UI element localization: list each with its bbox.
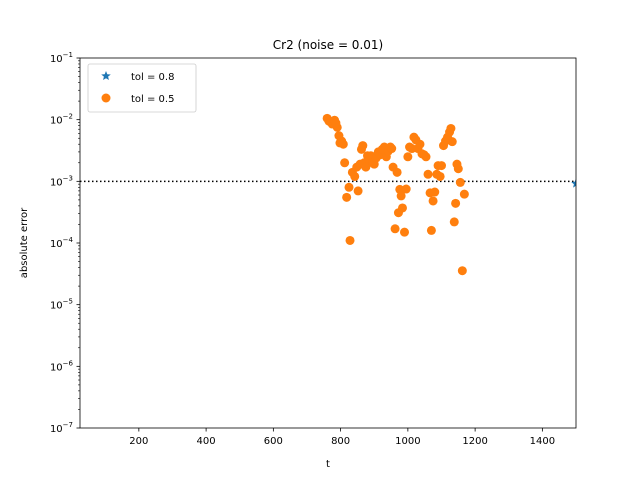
y-tick-label-6: 10−1 [50, 51, 73, 65]
series-1-point-72 [449, 217, 459, 227]
series-1-point-16 [350, 171, 360, 181]
series-0-point-0 [571, 178, 576, 188]
y-tick-label-3: 10−4 [50, 236, 74, 250]
y-tick-label-4: 10−3 [50, 174, 73, 188]
legend: tol = 0.8 tol = 0.5 [87, 63, 197, 113]
series-1-point-40 [392, 167, 402, 177]
series-1-point-59 [426, 225, 436, 235]
series-1-point-47 [403, 152, 413, 162]
x-tick-label-6: 1400 [530, 436, 555, 447]
series-1-point-23 [361, 162, 371, 172]
y-tick-label-1: 10−6 [50, 359, 74, 373]
x-axis-label: t [326, 459, 330, 470]
series-1-point-14 [345, 235, 355, 245]
series-1-point-56 [421, 152, 431, 162]
series-1-point-46 [401, 184, 411, 194]
series-1-point-10 [338, 139, 348, 149]
x-tick-label-1: 400 [197, 436, 216, 447]
series-1-point-78 [459, 189, 469, 199]
x-tick-label-4: 1000 [395, 436, 420, 447]
series-1-point-73 [451, 198, 461, 208]
series-1-point-76 [455, 177, 465, 187]
legend-label-1: tol = 0.5 [131, 94, 174, 105]
series-1-point-61 [430, 187, 440, 197]
series-1-point-18 [353, 186, 363, 196]
series-1-point-65 [436, 161, 446, 171]
y-axis-label: absolute error [19, 207, 30, 278]
series-1-point-45 [400, 227, 410, 237]
series-1-point-37 [387, 144, 397, 154]
legend-marker-0 [101, 71, 111, 81]
legend-box [87, 63, 197, 113]
series-1-point-57 [423, 169, 433, 179]
series-1-point-60 [428, 196, 438, 206]
series-1-point-71 [447, 137, 457, 147]
series-1-point-53 [415, 139, 425, 149]
x-tick-label-0: 200 [129, 436, 148, 447]
y-axis-ticks: 10−7 10−6 10−5 10−4 10−3 10−2 10−1 [50, 51, 80, 435]
x-tick-label-5: 1200 [462, 436, 487, 447]
series-1-point-13 [344, 182, 354, 192]
series-1-point-6 [332, 122, 342, 132]
x-axis-ticks: 200 400 600 800 1000 1200 1400 [129, 428, 555, 447]
chart-title: Cr2 (noise = 0.01) [273, 38, 383, 52]
series-1-point-11 [340, 158, 350, 168]
series-1-point-43 [396, 191, 406, 201]
data-points-layer [322, 113, 576, 276]
legend-marker-1 [101, 93, 111, 103]
series-1-point-70 [446, 123, 456, 133]
x-tick-label-3: 800 [331, 436, 350, 447]
y-tick-label-5: 10−2 [50, 113, 73, 127]
series-1-point-39 [390, 224, 400, 234]
series-1-point-77 [457, 266, 467, 276]
y-tick-label-2: 10−5 [50, 298, 73, 312]
series-1-point-44 [397, 203, 407, 213]
series-1-point-12 [342, 192, 352, 202]
series-1-point-21 [358, 141, 368, 151]
x-tick-label-2: 600 [264, 436, 283, 447]
plot-area [80, 58, 576, 428]
y-tick-label-0: 10−7 [50, 421, 73, 435]
legend-label-0: tol = 0.8 [131, 72, 174, 83]
series-1-point-75 [453, 164, 463, 174]
series-1-point-64 [435, 171, 445, 181]
